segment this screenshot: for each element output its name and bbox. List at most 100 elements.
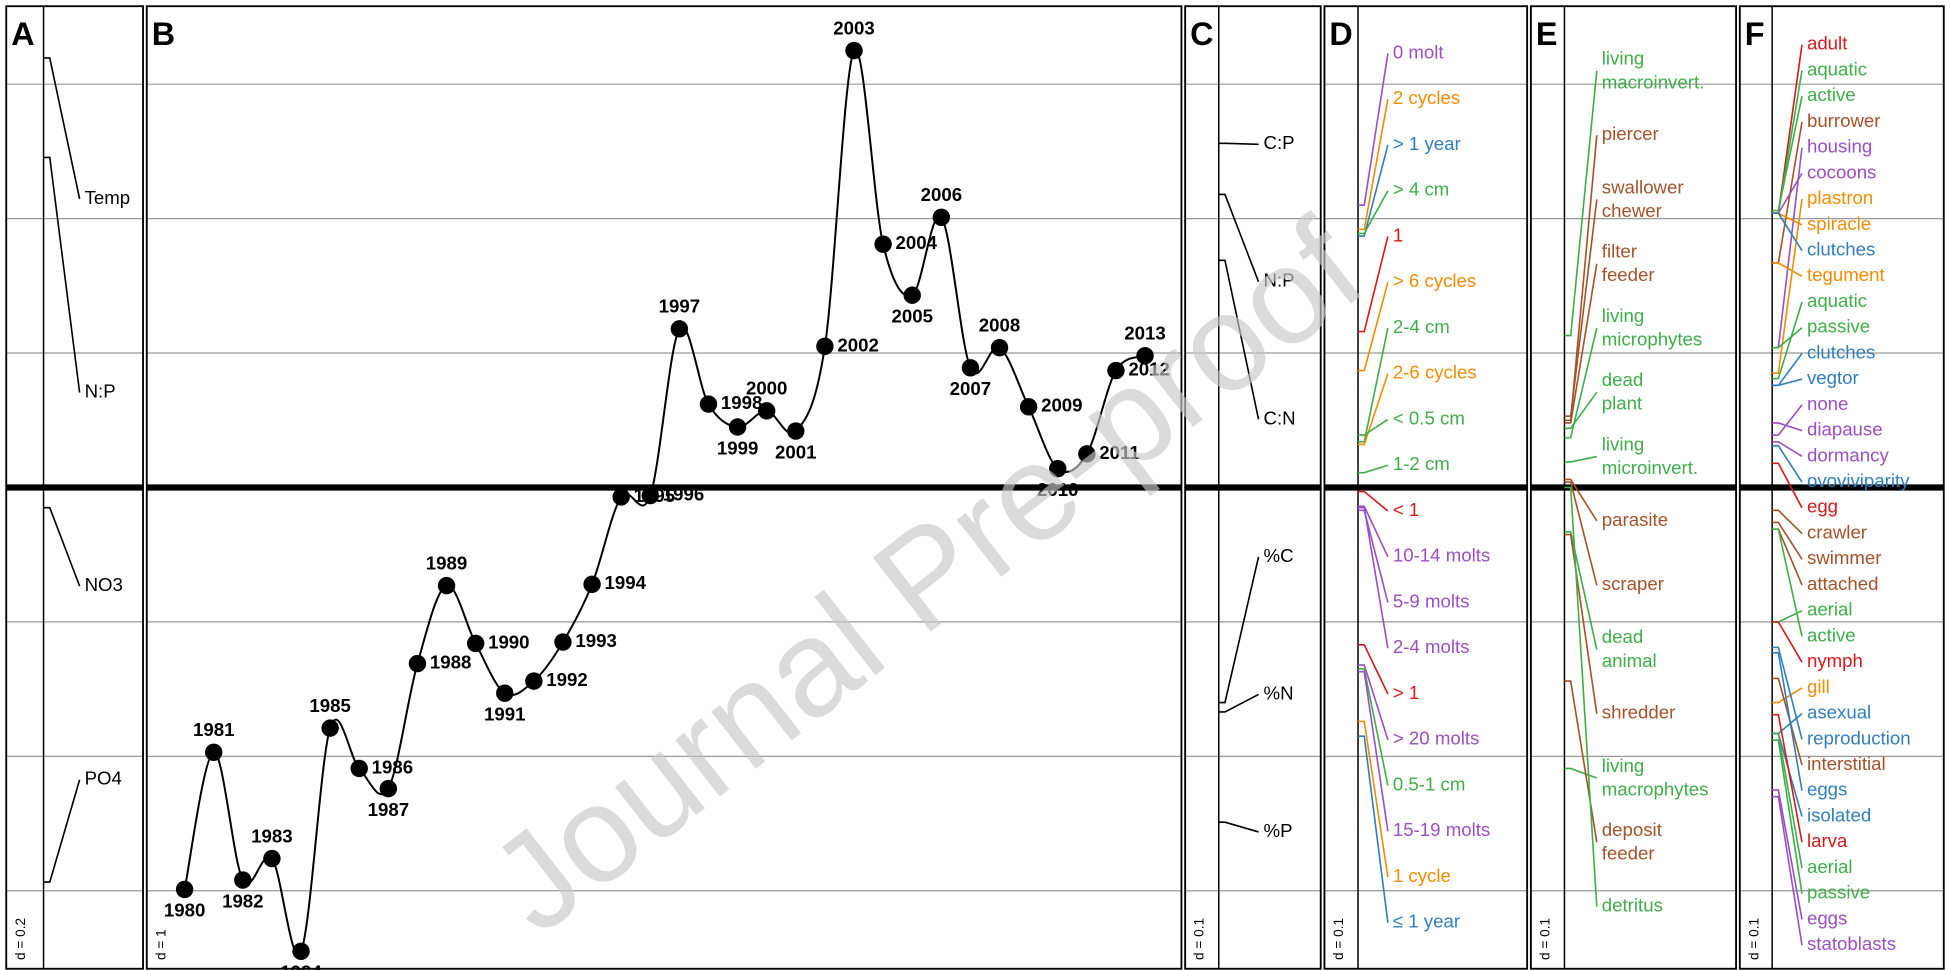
year-label: 1981	[193, 719, 234, 740]
leader-line	[1772, 404, 1803, 436]
point	[728, 418, 747, 436]
panel-letter: C	[1190, 16, 1213, 52]
year-label: 2006	[921, 184, 962, 205]
panel-letter: F	[1745, 16, 1765, 52]
point	[1019, 398, 1038, 416]
panel-letter: D	[1329, 16, 1352, 52]
year-label: 1997	[659, 296, 700, 317]
point	[961, 359, 980, 377]
point-label: > 20 molts	[1393, 728, 1480, 749]
point-label: plastron	[1807, 187, 1873, 208]
panel-frame	[5, 5, 144, 970]
point-label: PO4	[85, 768, 122, 789]
leader-line	[1358, 236, 1389, 333]
point-label: aerial	[1807, 599, 1853, 620]
point-label: spiracle	[1807, 213, 1871, 234]
leader-line	[1772, 462, 1803, 509]
point-label: crawler	[1807, 521, 1867, 542]
point-label: 1 cycle	[1393, 865, 1451, 886]
leader-line	[1772, 732, 1803, 869]
panel-letter: A	[11, 16, 34, 52]
year-label: 1987	[368, 799, 409, 820]
point-label: ovoviviparity	[1807, 470, 1910, 491]
point-label: interstitial	[1807, 753, 1886, 774]
label-line: living	[1602, 433, 1644, 454]
point	[263, 849, 281, 868]
year-label: 2007	[950, 378, 991, 399]
point	[1049, 459, 1067, 478]
panel-frame	[1738, 5, 1945, 970]
year-label: 1982	[222, 890, 263, 911]
leader-line	[1772, 509, 1803, 535]
leader-line	[1772, 301, 1803, 380]
point	[408, 654, 427, 673]
point	[757, 402, 776, 420]
scale-label: d = 1	[153, 929, 168, 960]
point-label: deposit feeder	[1602, 819, 1663, 864]
leader-line	[1358, 418, 1389, 436]
year-label: 1998	[721, 392, 762, 413]
point	[466, 634, 485, 653]
point-label: shredder	[1602, 702, 1676, 723]
leader-line	[1218, 821, 1259, 833]
leader-line	[1564, 263, 1598, 424]
year-label: 1986	[372, 756, 413, 777]
panel-letter: B	[152, 16, 175, 52]
point-label: isolated	[1807, 804, 1871, 825]
leader-line	[43, 156, 81, 393]
point-label: dead plant	[1602, 369, 1643, 414]
leader-line	[1772, 440, 1803, 458]
point-label: living microinvert.	[1602, 433, 1698, 478]
point-label: dead animal	[1602, 626, 1657, 671]
point	[816, 337, 834, 356]
label-line: feeder	[1602, 843, 1655, 864]
leader-line	[1772, 521, 1803, 560]
point	[874, 235, 892, 253]
point-label: 2-4 cm	[1393, 316, 1450, 337]
year-label: 2008	[979, 314, 1020, 335]
year-label: 2003	[833, 17, 874, 38]
year-label: 2004	[896, 232, 938, 253]
scale-label: d = 0.1	[1746, 918, 1761, 960]
label-line: plant	[1602, 393, 1643, 414]
point-label: gill	[1807, 676, 1830, 697]
leader-line	[1358, 643, 1389, 695]
year-label: 2002	[837, 334, 878, 355]
leader-line	[1358, 282, 1389, 372]
leader-line	[1564, 70, 1598, 337]
year-label: 2012	[1128, 358, 1169, 379]
label-line: dead	[1602, 369, 1643, 390]
leader-line	[1564, 486, 1598, 907]
year-label: 1984	[280, 962, 322, 970]
leader-line	[1772, 96, 1803, 212]
point-label: nymph	[1807, 650, 1863, 671]
label-line: macroinvert.	[1602, 71, 1705, 92]
point	[612, 488, 630, 506]
leader-line	[1564, 767, 1598, 779]
label-line: swallower	[1602, 176, 1684, 197]
year-label: 1996	[663, 483, 704, 504]
leader-line	[1772, 713, 1803, 843]
leader-line	[1772, 528, 1803, 586]
leader-line	[1358, 190, 1389, 235]
scale-label: d = 0.2	[13, 918, 28, 960]
point-label: 5-9 molts	[1393, 590, 1470, 611]
point	[496, 684, 514, 702]
point-label: 0.5-1 cm	[1393, 773, 1466, 794]
point-label: C:P	[1264, 132, 1295, 153]
leader-line	[1564, 455, 1597, 463]
leader-line	[1358, 664, 1389, 740]
year-label: 1983	[251, 825, 292, 846]
leader-line	[1772, 789, 1803, 920]
point-label: tegument	[1807, 264, 1886, 285]
leader-line	[1218, 193, 1260, 283]
leader-line	[1358, 490, 1389, 512]
leader-line	[43, 506, 81, 587]
leader-line	[1772, 652, 1803, 791]
leader-line	[1358, 505, 1389, 558]
leader-line	[1358, 668, 1389, 786]
label-line: microinvert.	[1602, 457, 1698, 478]
leader-line	[1772, 422, 1803, 432]
point-label: none	[1807, 393, 1848, 414]
